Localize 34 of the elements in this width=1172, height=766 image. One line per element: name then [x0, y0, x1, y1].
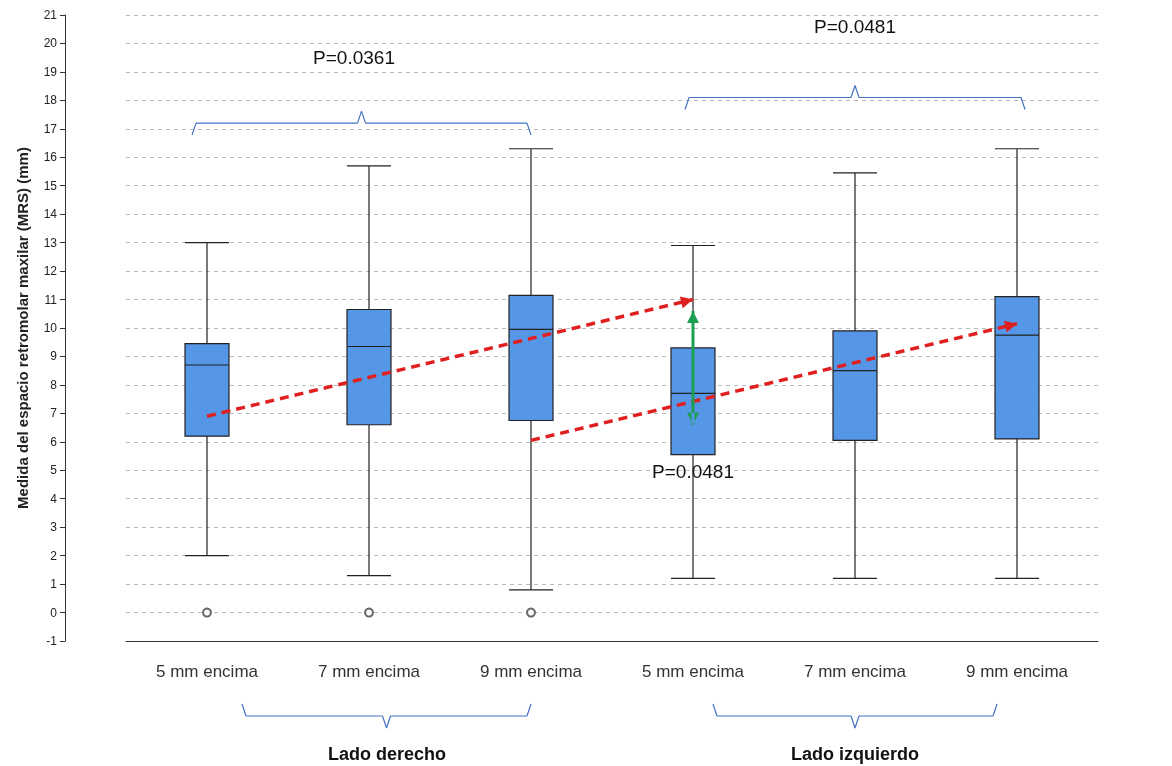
annotation: P=0.0481 — [814, 15, 896, 37]
y-tick-label: 9 — [50, 349, 58, 364]
y-tick-label: 0 — [50, 605, 58, 620]
y-tick-label: 6 — [50, 434, 58, 449]
y-tick-label: 11 — [44, 292, 58, 307]
y-tick-label: 5 — [50, 463, 58, 478]
y-tick-label: 10 — [43, 321, 58, 335]
y-tick-label: 18 — [43, 93, 58, 108]
y-tick-label: 4 — [50, 491, 58, 506]
text: Lado derecho — [327, 744, 447, 764]
y-tick-label: -1 — [46, 634, 58, 648]
x-tick-label: 7 mm encima — [317, 662, 421, 681]
x-tick-label: 9 mm encima — [965, 662, 1069, 681]
y-tick-label: 1 — [50, 577, 58, 592]
y-tick-label: 13 — [43, 235, 58, 250]
annotation: P=0.0361 — [313, 47, 395, 69]
text: Lado izquierdo — [791, 744, 919, 764]
y-tick-label: 16 — [43, 150, 58, 165]
y-tick-label: 14 — [43, 207, 58, 222]
y-tick-label: 7 — [50, 406, 58, 421]
y-tick-label: 17 — [43, 121, 58, 136]
x-tick-label: 7 mm encima — [803, 662, 907, 681]
y-axis-title: Medida del espacio retromolar maxilar (MRS) (mm) — [14, 147, 31, 509]
y-tick-label: 8 — [50, 377, 58, 392]
y-tick-label: 12 — [43, 264, 58, 279]
y-tick-label: 2 — [50, 548, 58, 563]
y-tick-label: 15 — [43, 178, 58, 193]
y-tick-label: 3 — [50, 520, 58, 535]
y-tick-label: 19 — [43, 64, 58, 79]
y-tick-label: 20 — [43, 36, 58, 51]
y-tick-label: 21 — [43, 8, 58, 22]
x-tick-label: 5 mm encima — [641, 662, 745, 681]
x-tick-label: 9 mm encima — [479, 662, 583, 681]
x-tick-label: 5 mm encima — [155, 662, 259, 681]
